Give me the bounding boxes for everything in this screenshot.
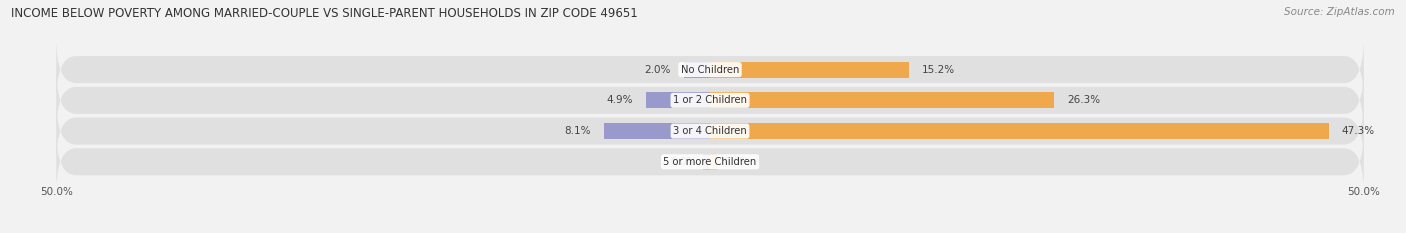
Text: 8.1%: 8.1%	[565, 126, 591, 136]
Bar	[710, 154, 717, 170]
Text: No Children: No Children	[681, 65, 740, 75]
FancyBboxPatch shape	[56, 37, 1364, 102]
Text: INCOME BELOW POVERTY AMONG MARRIED-COUPLE VS SINGLE-PARENT HOUSEHOLDS IN ZIP COD: INCOME BELOW POVERTY AMONG MARRIED-COUPL…	[11, 7, 638, 20]
Bar	[645, 92, 710, 108]
Text: 15.2%: 15.2%	[922, 65, 955, 75]
Text: 2.0%: 2.0%	[644, 65, 671, 75]
FancyBboxPatch shape	[56, 129, 1364, 194]
Text: 0.0%: 0.0%	[671, 157, 697, 167]
Text: Source: ZipAtlas.com: Source: ZipAtlas.com	[1284, 7, 1395, 17]
Text: 1 or 2 Children: 1 or 2 Children	[673, 95, 747, 105]
Bar	[683, 62, 710, 78]
Bar	[710, 92, 1054, 108]
FancyBboxPatch shape	[56, 99, 1364, 164]
Text: 5 or more Children: 5 or more Children	[664, 157, 756, 167]
Text: 0.0%: 0.0%	[723, 157, 749, 167]
Text: 4.9%: 4.9%	[606, 95, 633, 105]
Bar	[710, 123, 1329, 139]
FancyBboxPatch shape	[56, 68, 1364, 133]
Text: 47.3%: 47.3%	[1341, 126, 1375, 136]
Bar	[703, 154, 710, 170]
Bar	[710, 62, 908, 78]
Text: 26.3%: 26.3%	[1067, 95, 1099, 105]
Text: 3 or 4 Children: 3 or 4 Children	[673, 126, 747, 136]
Bar	[605, 123, 710, 139]
